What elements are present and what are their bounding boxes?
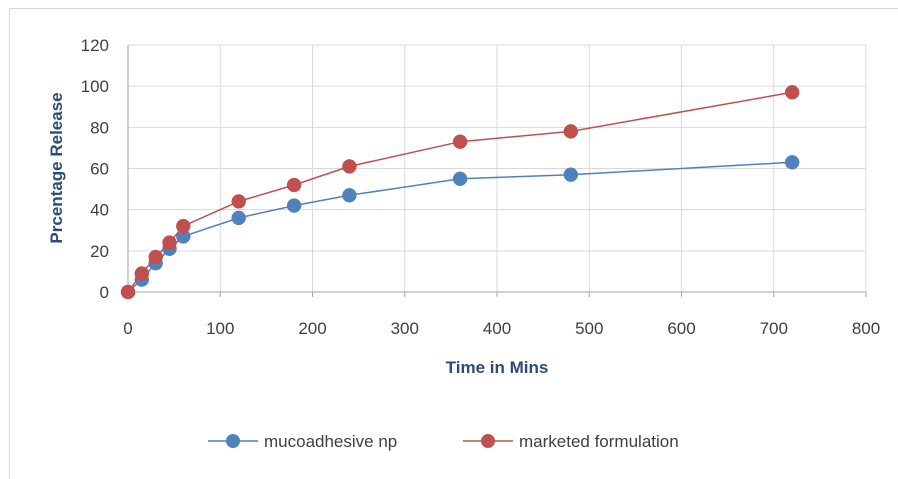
data-point-marketed-formulation	[784, 85, 800, 100]
data-point-marketed-formulation	[162, 235, 177, 250]
x-tick-label: 800	[852, 319, 880, 338]
x-tick-label: 600	[667, 319, 695, 338]
axes	[127, 45, 867, 297]
legend-marker-mucoadhesive-np	[226, 434, 240, 448]
y-tick-label: 60	[90, 160, 109, 179]
data-point-mucoadhesive-np	[231, 210, 246, 226]
data-point-marketed-formulation	[452, 134, 468, 149]
gridlines	[128, 44, 867, 292]
chart-frame	[9, 8, 898, 479]
legend-item-mucoadhesive-np: mucoadhesive np	[208, 432, 397, 451]
x-tick-label: 300	[391, 319, 419, 338]
data-point-mucoadhesive-np	[563, 167, 579, 182]
x-tick-labels: 0 100 200 300 400 500 600 700 800	[123, 319, 880, 338]
data-point-marketed-formulation	[286, 177, 302, 193]
data-point-marketed-formulation	[176, 218, 191, 234]
data-point-mucoadhesive-np	[342, 188, 357, 203]
data-point-marketed-formulation	[563, 124, 579, 139]
y-tick-label: 100	[81, 77, 109, 96]
x-tick-label: 200	[298, 319, 326, 338]
data-point-marketed-formulation	[148, 249, 163, 265]
legend-item-marketed-formulation: marketed formulation	[463, 432, 679, 451]
x-tick-label: 400	[483, 319, 511, 338]
y-tick-label: 80	[90, 118, 109, 137]
y-tick-label: 40	[90, 201, 109, 220]
series-marketed-formulation	[120, 85, 800, 300]
legend-label-marketed-formulation: marketed formulation	[519, 432, 679, 451]
legend-marker-marketed-formulation	[481, 434, 495, 448]
data-point-marketed-formulation	[120, 284, 136, 300]
series-line-marketed-formulation	[127, 91, 793, 293]
series-group	[120, 85, 800, 300]
data-point-mucoadhesive-np	[452, 171, 468, 187]
data-point-marketed-formulation	[134, 266, 150, 281]
x-tick-label: 500	[575, 319, 603, 338]
y-tick-label: 0	[100, 283, 109, 302]
y-axis-title: Prcentage Release	[47, 92, 66, 243]
data-point-marketed-formulation	[342, 159, 357, 174]
y-tick-labels: 0 20 40 60 80 100 120	[81, 36, 109, 302]
series-mucoadhesive-np	[120, 155, 800, 300]
y-tick-label: 120	[81, 36, 109, 55]
y-tick-label: 20	[90, 242, 109, 261]
x-axis-title: Time in Mins	[446, 358, 549, 377]
legend-label-mucoadhesive-np: mucoadhesive np	[264, 432, 397, 451]
data-point-marketed-formulation	[231, 194, 246, 209]
x-tick-label: 100	[206, 319, 234, 338]
data-point-mucoadhesive-np	[784, 155, 800, 170]
x-tick-label: 700	[760, 319, 788, 338]
x-tick-label: 0	[123, 319, 132, 338]
legend: mucoadhesive np marketed formulation	[208, 432, 679, 451]
data-point-mucoadhesive-np	[286, 198, 302, 213]
